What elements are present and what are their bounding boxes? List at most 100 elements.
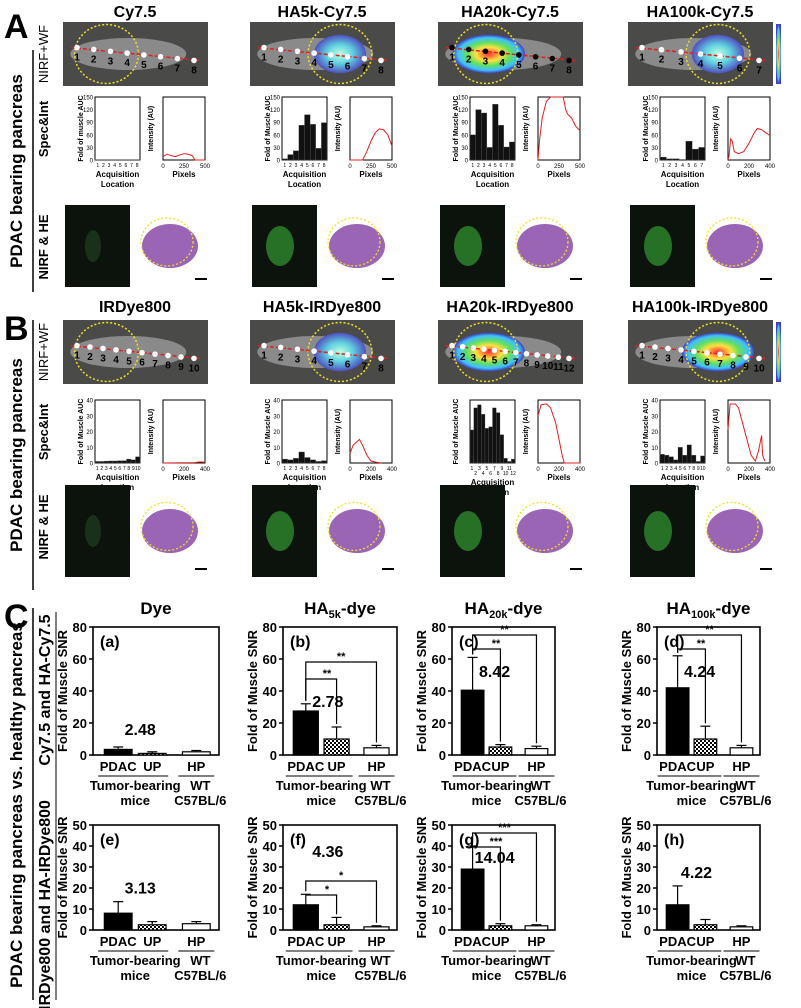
acquisition-point-label: 9 xyxy=(743,362,749,373)
acquisition-point-label: 4 xyxy=(499,58,505,69)
acquisition-point xyxy=(126,348,132,355)
y-tick-label: 60 xyxy=(637,652,651,667)
acquisition-point-label: 8 xyxy=(524,359,530,370)
group-label-wt: WT xyxy=(370,778,390,793)
x-axis-label: Pixels xyxy=(172,473,196,482)
significance-bracket xyxy=(472,634,538,744)
auc-bar xyxy=(691,454,697,464)
acquisition-point xyxy=(459,343,466,350)
group-label-wt: WT xyxy=(735,953,755,968)
y-tick-label: 50 xyxy=(637,818,651,833)
y-tick-label: 0 xyxy=(439,923,446,938)
y-tick-label: 30 xyxy=(273,414,280,420)
x-tick-label: 400 xyxy=(200,467,211,473)
y-tick-label: 10 xyxy=(73,902,87,917)
bar-hp xyxy=(363,747,390,756)
acquisition-point xyxy=(697,51,704,57)
acquisition-point xyxy=(470,345,477,351)
acquisition-point-label: 1 xyxy=(261,351,267,362)
y-tick-label: 40 xyxy=(73,684,87,699)
category-label: PDAC xyxy=(454,934,491,949)
auc-bar xyxy=(281,458,288,464)
category-label: HP xyxy=(527,934,545,949)
x-axis-label: Location xyxy=(101,180,134,189)
auc-bar xyxy=(492,103,499,161)
bar-category-tick: 1 xyxy=(96,163,99,169)
acquisition-point-label: 10 xyxy=(542,361,554,372)
x-axis-label: Location xyxy=(288,180,321,189)
bar-category-tick: 12 xyxy=(510,471,516,477)
y-axis-label: Fold of Muscle SNR xyxy=(55,816,70,939)
row-label-nirf-he: NIRF & HE xyxy=(36,494,51,559)
acquisition-point-label: 2 xyxy=(659,55,665,66)
acquisition-point xyxy=(449,342,455,349)
acquisition-point xyxy=(100,345,106,352)
auc-bar xyxy=(469,134,476,161)
auc-bar xyxy=(281,158,288,161)
acquisition-point xyxy=(449,44,455,51)
bar-category-tick: 7 xyxy=(123,466,126,472)
group-label-strain: C57BL/6 xyxy=(354,793,406,808)
group-label-mice: mice xyxy=(472,793,502,808)
acquisition-point-label: 3 xyxy=(483,56,489,67)
y-axis-label: Fold of Muscle AUC xyxy=(643,96,650,162)
y-tick-label: 80 xyxy=(73,620,87,635)
bar-hp xyxy=(181,751,211,756)
plot-frame xyxy=(92,626,220,756)
acquisition-point xyxy=(311,50,317,56)
auc-bar xyxy=(659,454,665,464)
nirf-signal xyxy=(266,226,294,266)
bar-pdac xyxy=(292,710,319,756)
acquisition-point-label: 6 xyxy=(158,62,164,73)
bar-category-tick: 8 xyxy=(511,163,514,169)
acquisition-point xyxy=(678,347,684,353)
acquisition-point xyxy=(532,53,539,60)
x-tick-label: 400 xyxy=(765,164,776,170)
acquisition-point xyxy=(294,48,301,55)
group-label-mice: mice xyxy=(677,793,707,808)
acquisition-point xyxy=(482,48,489,55)
significance-bracket xyxy=(305,894,338,915)
acquisition-point xyxy=(717,53,723,59)
acquisition-point-label: 7 xyxy=(756,65,762,76)
acquisition-point xyxy=(491,347,498,354)
he-stained-tissue xyxy=(517,509,573,553)
acquisition-point-label: 6 xyxy=(345,62,351,73)
category-label: PDAC xyxy=(659,934,696,949)
nirf-signal xyxy=(85,230,101,262)
acquisition-point xyxy=(523,350,530,357)
significance-mark: * xyxy=(339,870,344,882)
auc-bar xyxy=(486,147,493,161)
intensity-plot-frame xyxy=(162,96,206,161)
auc-bar xyxy=(685,140,693,161)
acquisition-point-label: 4 xyxy=(124,58,130,69)
acquisition-point xyxy=(191,57,197,64)
subpanel-label: (c) xyxy=(459,634,479,651)
significance-mark: ** xyxy=(323,668,332,680)
auc-bar xyxy=(321,122,328,161)
category-label: UP xyxy=(143,759,161,774)
acquisition-point xyxy=(481,346,487,352)
column-title: HA5k-dye xyxy=(304,599,376,621)
bar-category-tick: 1 xyxy=(470,466,473,472)
row-label: Cy7.5 and HA-Cy7.5 xyxy=(37,614,54,765)
y-tick-label: 10 xyxy=(432,902,446,917)
y-tick-label: 120 xyxy=(270,108,281,114)
nirf-signal xyxy=(85,515,101,547)
y-axis-label: Fold of Muscle SNR xyxy=(619,816,634,939)
acquisition-point-label: 7 xyxy=(513,358,519,369)
bar-category-tick: 5 xyxy=(306,466,309,472)
bar-category-tick: 4 xyxy=(488,163,491,169)
bar-up xyxy=(488,925,513,931)
acquisition-point-label: 2 xyxy=(652,352,658,363)
bar-up xyxy=(137,752,167,756)
acquisition-point xyxy=(756,355,762,362)
x-tick-label: 0 xyxy=(161,164,165,170)
bar-hp xyxy=(363,926,390,931)
y-tick-label: 40 xyxy=(263,839,277,854)
intensity-plot-frame xyxy=(349,399,393,464)
acquisition-point-label: 11 xyxy=(553,362,564,373)
y-tick-label: 120 xyxy=(458,108,469,114)
